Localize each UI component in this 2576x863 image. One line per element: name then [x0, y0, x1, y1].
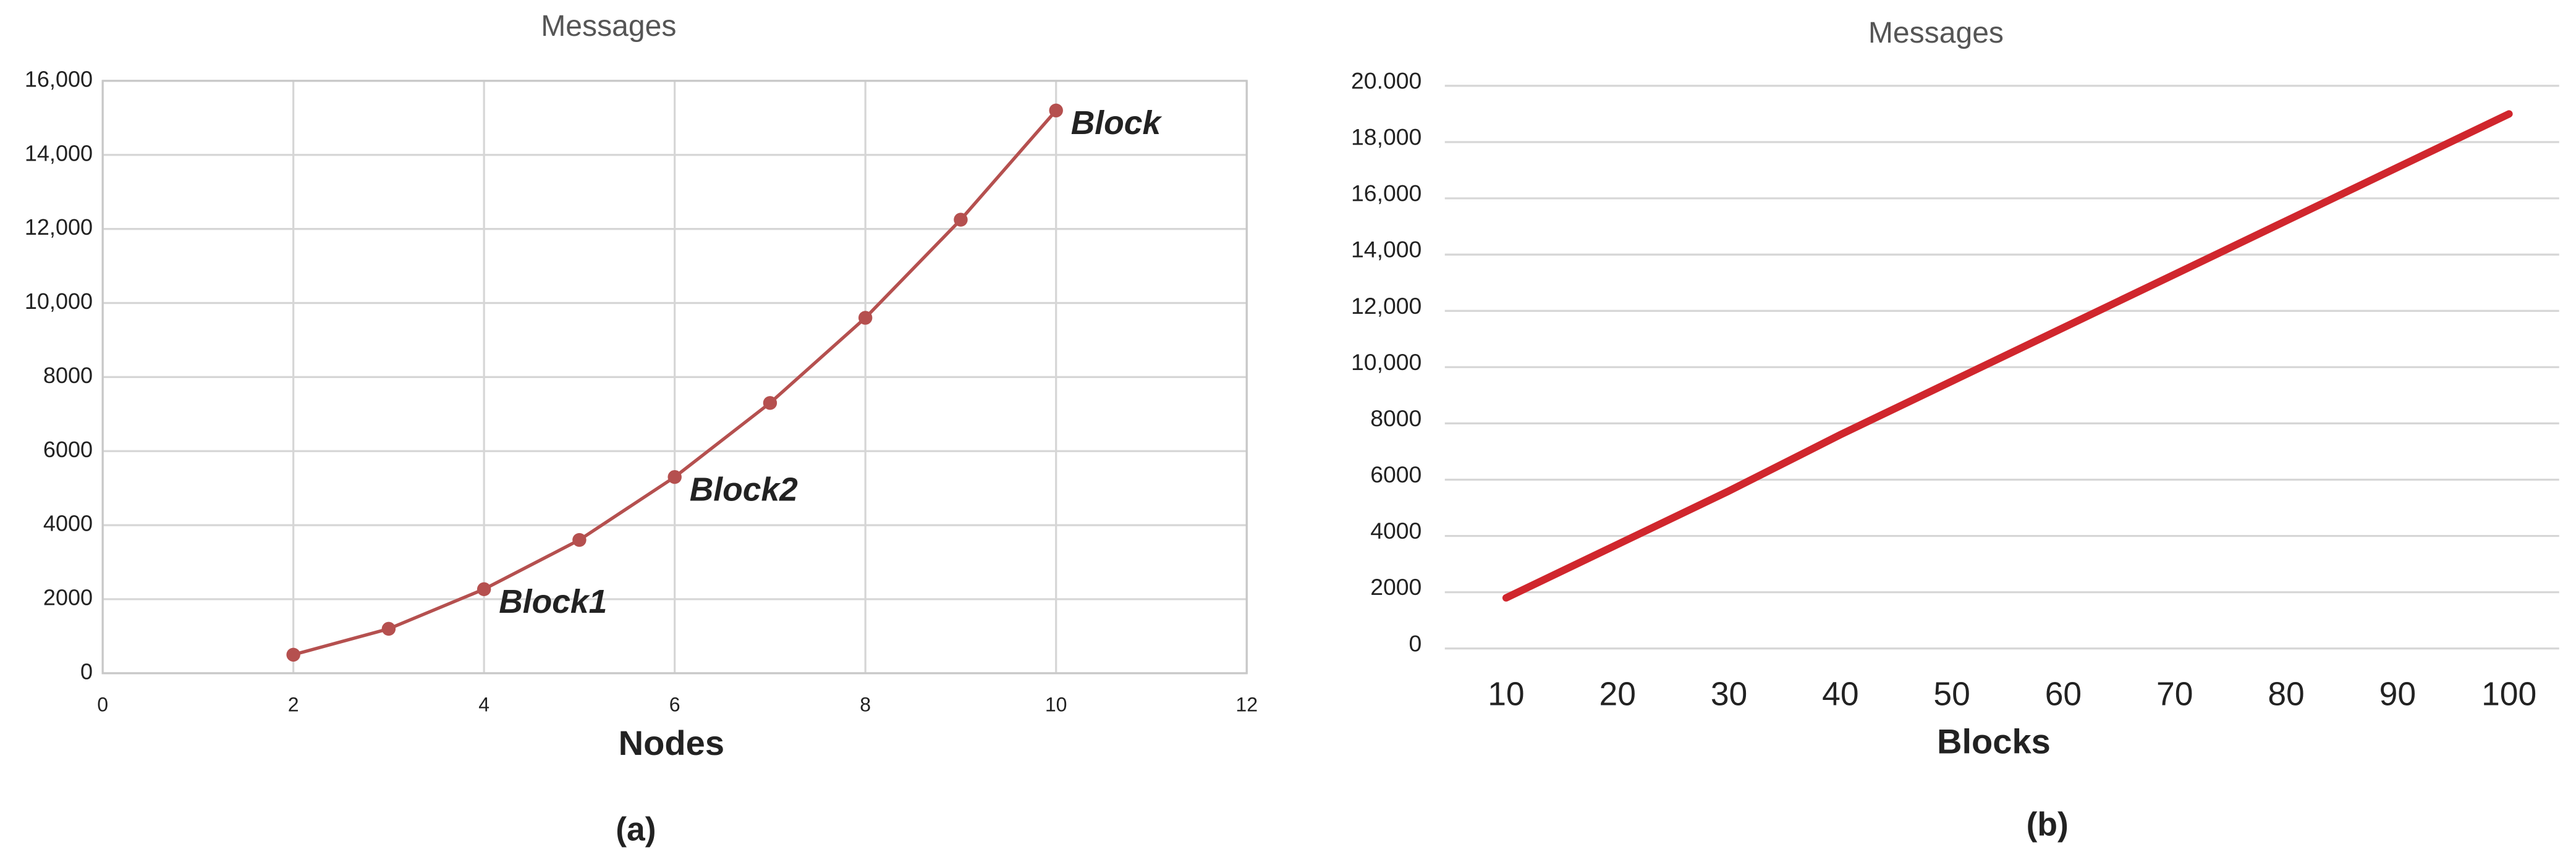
point-label: Block2: [690, 471, 798, 508]
point-label: Block: [1071, 105, 1163, 141]
x-tick-label: 40: [1822, 676, 1858, 712]
y-tick-label: 0: [1409, 630, 1422, 656]
x-tick-label: 60: [2045, 676, 2082, 712]
y-tick-label: 2000: [1370, 574, 1421, 600]
x-tick-label: 50: [1933, 676, 1970, 712]
y-tick-label: 2000: [43, 584, 93, 610]
y-tick-label: 18,000: [1351, 124, 1421, 150]
y-tick-label: 16,000: [25, 66, 93, 91]
point-label: Block1: [499, 584, 607, 620]
data-point: [477, 582, 491, 596]
y-tick-label: 6000: [1370, 461, 1421, 487]
x-tick-label: 6: [669, 694, 680, 716]
y-tick-label: 10,000: [1351, 349, 1421, 375]
x-tick-label: 0: [97, 694, 108, 716]
y-tick-label: 8000: [1370, 405, 1421, 431]
y-tick-label: 20.000: [1351, 67, 1421, 93]
x-tick-label: 70: [2156, 676, 2193, 712]
x-tick-label: 8: [860, 694, 871, 716]
y-tick-label: 0: [80, 659, 93, 684]
y-tick-label: 12,000: [1351, 293, 1421, 319]
y-tick-label: 14,000: [1351, 237, 1421, 263]
x-tick-label: 100: [2481, 676, 2536, 712]
data-point: [763, 396, 777, 410]
data-point: [954, 213, 968, 227]
chart-title: Messages: [541, 9, 676, 43]
data-point: [381, 621, 396, 636]
x-tick-label: 12: [1235, 694, 1258, 716]
data-point: [572, 533, 587, 547]
plot-frame: [101, 80, 1248, 675]
x-axis-title: Blocks: [1937, 722, 2051, 760]
caption: (b): [2027, 806, 2069, 843]
y-tick-label: 16,000: [1351, 180, 1421, 206]
x-tick-label: 30: [1711, 676, 1747, 712]
chart-title: Messages: [1868, 16, 2004, 49]
data-line: [1502, 110, 2513, 602]
y-tick-label: 10,000: [25, 288, 93, 314]
y-tick-label: 8000: [43, 363, 93, 388]
x-tick-label: 10: [1488, 676, 1524, 712]
data-point: [858, 311, 873, 325]
y-tick-label: 4000: [1370, 518, 1421, 544]
y-tick-label: 12,000: [25, 214, 93, 240]
x-tick-label: 20: [1599, 676, 1636, 712]
y-tick-label: 14,000: [25, 140, 93, 166]
x-tick-label: 10: [1045, 694, 1067, 716]
x-axis-title: Nodes: [619, 723, 724, 762]
y-tick-label: 6000: [43, 437, 93, 462]
data-point: [1049, 103, 1063, 118]
x-tick-label: 4: [478, 694, 489, 716]
y-tick-label: 4000: [43, 511, 93, 536]
caption: (a): [616, 811, 656, 848]
data-point: [667, 469, 682, 484]
data-point: [286, 647, 300, 662]
x-tick-label: 2: [288, 694, 299, 716]
x-tick-label: 80: [2268, 676, 2304, 712]
x-tick-label: 90: [2379, 676, 2416, 712]
